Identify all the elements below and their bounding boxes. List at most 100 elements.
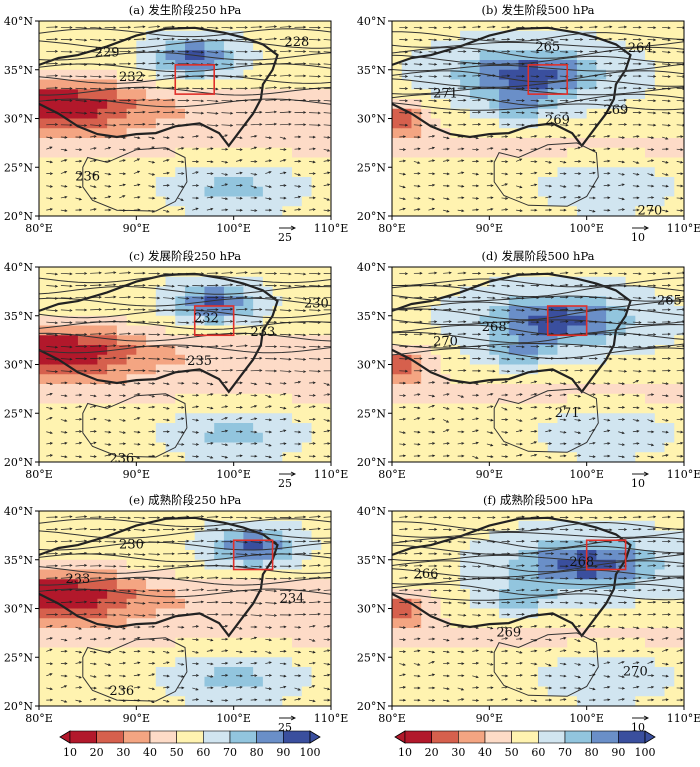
- field-cell: [626, 167, 636, 177]
- wind-vector-head: [332, 51, 334, 53]
- field-cell: [39, 21, 49, 31]
- field-cell: [402, 384, 412, 394]
- field-cell: [312, 443, 322, 453]
- field-cell: [204, 158, 214, 168]
- field-cell: [674, 119, 684, 129]
- field-cell: [674, 167, 684, 177]
- field-cell: [392, 119, 402, 129]
- field-cell: [431, 138, 441, 148]
- field-cell: [606, 433, 616, 443]
- field-cell: [460, 433, 470, 443]
- field-cell: [146, 404, 156, 414]
- panel-title: (b) 发生阶段500 hPa: [481, 3, 594, 17]
- field-cell: [214, 413, 224, 423]
- field-cell: [292, 138, 302, 148]
- field-cell: [146, 355, 156, 365]
- field-cell: [321, 158, 331, 168]
- field-cell: [117, 109, 127, 119]
- field-cell: [224, 158, 234, 168]
- field-cell: [402, 187, 412, 197]
- field-cell: [674, 138, 684, 148]
- field-cell: [489, 306, 499, 316]
- field-cell: [107, 119, 117, 129]
- field-cell: [674, 384, 684, 394]
- field-cell: [645, 404, 655, 414]
- field-cell: [263, 433, 273, 443]
- field-cell: [253, 148, 263, 158]
- field-cell: [567, 206, 577, 216]
- field-cell: [321, 41, 331, 51]
- field-cell: [185, 206, 195, 216]
- field-cell: [97, 355, 107, 365]
- field-cell: [460, 365, 470, 375]
- field-cell: [166, 60, 176, 70]
- field-cell: [509, 413, 519, 423]
- field-cell: [577, 452, 587, 462]
- field-cell: [577, 119, 587, 129]
- field-cell: [538, 158, 548, 168]
- field-cell: [49, 206, 59, 216]
- field-cell: [97, 197, 107, 207]
- field-cell: [224, 316, 234, 326]
- field-cell: [78, 335, 88, 345]
- field-cell: [282, 109, 292, 119]
- field-cell: [156, 452, 166, 462]
- field-cell: [175, 167, 185, 177]
- field-cell: [195, 187, 205, 197]
- field-cell: [312, 138, 322, 148]
- wind-vector-head: [332, 27, 334, 29]
- field-cell: [302, 89, 312, 99]
- field-cell: [441, 443, 451, 453]
- field-cell: [282, 70, 292, 80]
- field-cell: [499, 206, 509, 216]
- field-cell: [626, 433, 636, 443]
- field-cell: [616, 177, 626, 187]
- field-cell: [606, 138, 616, 148]
- field-cell: [402, 128, 412, 138]
- field-cell: [392, 138, 402, 148]
- field-cell: [214, 109, 224, 119]
- field-cell: [273, 365, 283, 375]
- field-cell: [587, 60, 597, 70]
- field-cell: [392, 384, 402, 394]
- field-cell: [635, 128, 645, 138]
- field-cell: [519, 60, 529, 70]
- field-cell: [127, 109, 137, 119]
- field-cell: [156, 158, 166, 168]
- field-cell: [107, 138, 117, 148]
- field-cell: [489, 384, 499, 394]
- field-cell: [234, 70, 244, 80]
- field-cell: [136, 206, 146, 216]
- field-cell: [655, 452, 665, 462]
- field-cell: [302, 109, 312, 119]
- field-cell: [175, 452, 185, 462]
- field-cell: [421, 287, 431, 297]
- field-cell: [263, 177, 273, 187]
- field-cell: [321, 423, 331, 433]
- field-cell: [635, 109, 645, 119]
- field-cell: [460, 384, 470, 394]
- panel-title: (a) 发生阶段250 hPa: [129, 3, 242, 17]
- field-cell: [321, 433, 331, 443]
- field-cell: [665, 374, 675, 384]
- field-cell: [156, 384, 166, 394]
- field-cell: [499, 89, 509, 99]
- field-cell: [273, 206, 283, 216]
- field-cell: [58, 384, 68, 394]
- field-cell: [528, 128, 538, 138]
- field-cell: [263, 109, 273, 119]
- field-cell: [58, 138, 68, 148]
- field-cell: [292, 206, 302, 216]
- field-cell: [292, 433, 302, 443]
- field-cell: [49, 316, 59, 326]
- field-cell: [204, 167, 214, 177]
- field-cell: [509, 423, 519, 433]
- field-cell: [107, 206, 117, 216]
- field-cell: [312, 404, 322, 414]
- field-cell: [450, 355, 460, 365]
- wind-vector-head: [333, 321, 335, 323]
- field-cell: [49, 365, 59, 375]
- field-cell: [538, 206, 548, 216]
- field-cell: [635, 443, 645, 453]
- y-tick-label: 35°N: [4, 310, 33, 323]
